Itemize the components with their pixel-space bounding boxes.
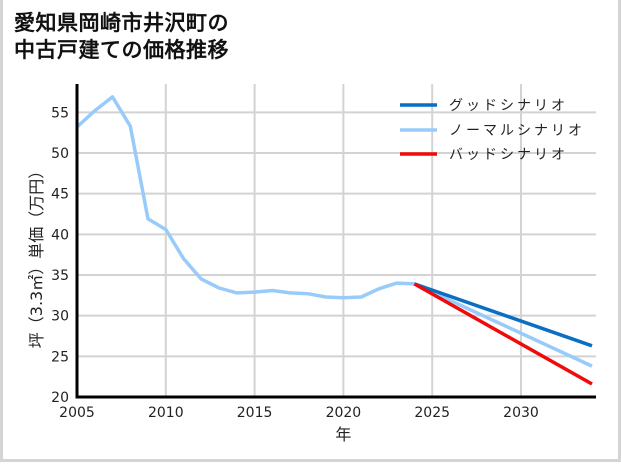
y-tick-label: 40 [51, 227, 69, 243]
legend-item: ノーマルシナリオ [400, 123, 585, 139]
legend-item: グッドシナリオ [400, 98, 568, 114]
axes [75, 84, 596, 399]
legend-label: ノーマルシナリオ [449, 123, 585, 139]
y-tick-label: 30 [51, 309, 69, 325]
y-tick-label: 35 [51, 268, 69, 284]
y-tick-label: 50 [51, 146, 69, 162]
series-line [413, 282, 593, 348]
x-tick-label: 2020 [326, 405, 362, 421]
title-line-1: 愛知県岡崎市井沢町の [14, 11, 229, 35]
x-axis-label: 年 [335, 425, 351, 444]
legend-item: バッドシナリオ [400, 147, 568, 163]
data-lines [75, 95, 593, 386]
y-axis-label: 坪（3.3㎡）単価（万円） [27, 163, 46, 348]
legend-label: グッドシナリオ [449, 98, 568, 114]
y-tick-label: 45 [51, 187, 69, 203]
y-tick-label: 20 [51, 390, 69, 406]
x-tick-label: 2030 [503, 405, 539, 421]
title-line-2: 中古戸建ての価格推移 [14, 38, 229, 62]
x-tick-label: 2025 [414, 405, 450, 421]
x-tick-label: 2005 [59, 405, 95, 421]
y-tick-label: 55 [51, 105, 69, 121]
series-line [413, 282, 593, 386]
series-line [75, 95, 593, 368]
y-tick-label: 25 [51, 349, 69, 365]
x-tick-label: 2015 [237, 405, 273, 421]
chart-title: 愛知県岡崎市井沢町の 中古戸建ての価格推移 [14, 10, 229, 64]
legend-label: バッドシナリオ [449, 147, 568, 163]
x-tick-label: 2010 [148, 405, 184, 421]
